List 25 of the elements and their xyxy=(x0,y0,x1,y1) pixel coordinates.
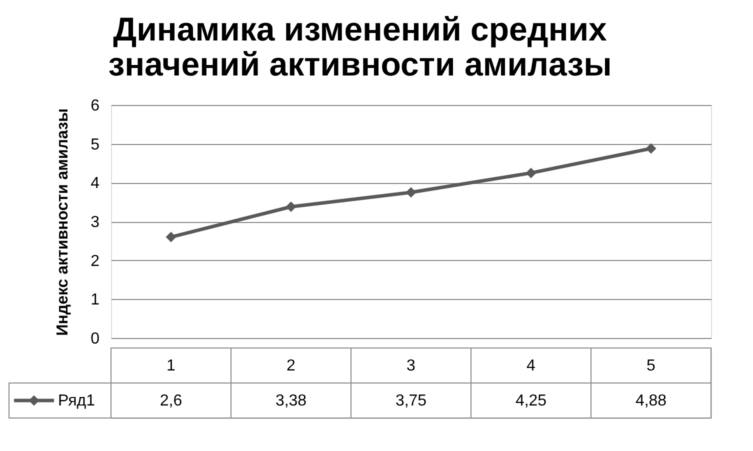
y-tick-label: 0 xyxy=(90,330,100,348)
y-tick-label: 1 xyxy=(90,292,100,309)
point xyxy=(406,187,416,198)
x-tick-label: 4 xyxy=(526,358,536,374)
legend-label: Ряд1 xyxy=(58,392,96,410)
x-tick-label: 1 xyxy=(166,358,176,374)
point xyxy=(166,232,176,242)
point xyxy=(286,202,296,212)
point xyxy=(526,168,536,178)
y-tick-label: 2 xyxy=(90,252,100,270)
x-tick-label: 3 xyxy=(406,358,416,374)
y-axis-title: Индекс активности амилазы xyxy=(54,108,72,336)
y-tick-label: 4 xyxy=(90,175,100,192)
data-label: 2,6 xyxy=(160,392,182,410)
y-tick-label: 6 xyxy=(90,98,100,114)
point xyxy=(646,143,656,154)
x-tick-label: 5 xyxy=(646,358,656,374)
data-label: 4,25 xyxy=(515,392,547,410)
data-label: 3,75 xyxy=(395,392,427,410)
chart-title: Динамика изменений средних значений активности амилазы xyxy=(108,10,612,82)
x-tick-label: 2 xyxy=(286,358,296,374)
y-tick-label: 3 xyxy=(90,214,100,231)
data-label: 4,88 xyxy=(635,392,667,410)
data-label: 3,38 xyxy=(275,392,307,410)
y-tick-label: 5 xyxy=(90,136,100,154)
